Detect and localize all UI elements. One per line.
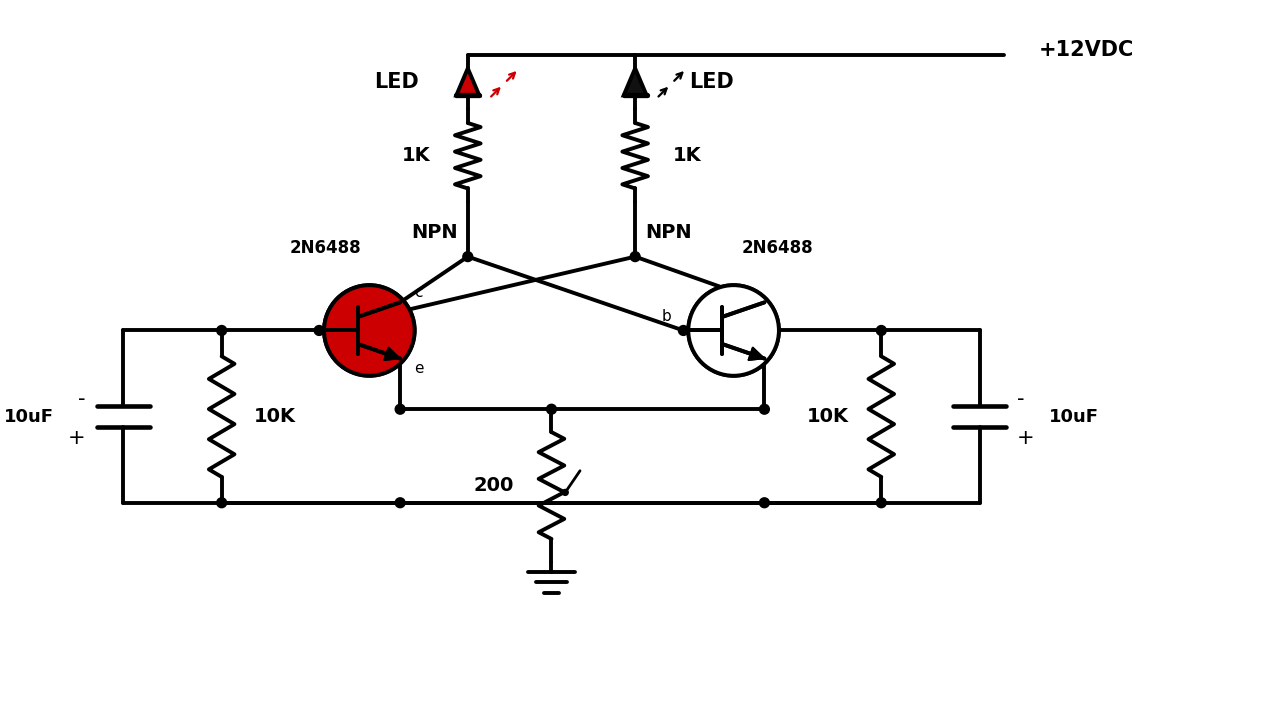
Text: -: - bbox=[78, 389, 86, 409]
Circle shape bbox=[547, 405, 557, 414]
Text: 10uF: 10uF bbox=[4, 408, 54, 426]
Polygon shape bbox=[749, 347, 764, 360]
Circle shape bbox=[562, 490, 568, 495]
Polygon shape bbox=[749, 347, 764, 360]
Circle shape bbox=[396, 498, 404, 508]
Circle shape bbox=[216, 325, 227, 336]
Text: -: - bbox=[1018, 389, 1025, 409]
Text: e: e bbox=[413, 361, 424, 376]
Text: 1K: 1K bbox=[402, 146, 430, 165]
Text: +: + bbox=[1018, 428, 1034, 449]
Text: 200: 200 bbox=[474, 476, 515, 495]
Circle shape bbox=[689, 285, 780, 376]
Text: +: + bbox=[68, 428, 86, 449]
Circle shape bbox=[759, 498, 769, 508]
Text: c: c bbox=[413, 285, 422, 300]
Text: b: b bbox=[333, 309, 343, 324]
Polygon shape bbox=[623, 68, 646, 96]
Text: LED: LED bbox=[374, 72, 419, 92]
Polygon shape bbox=[456, 68, 479, 96]
Text: LED: LED bbox=[690, 72, 733, 92]
Text: 2N6488: 2N6488 bbox=[742, 239, 814, 257]
Polygon shape bbox=[384, 347, 401, 360]
Text: 10K: 10K bbox=[255, 407, 296, 426]
Circle shape bbox=[759, 405, 769, 414]
Text: 10uF: 10uF bbox=[1048, 408, 1098, 426]
Text: NPN: NPN bbox=[411, 222, 458, 241]
Circle shape bbox=[216, 498, 227, 508]
Circle shape bbox=[324, 285, 415, 376]
Circle shape bbox=[630, 252, 640, 261]
Text: NPN: NPN bbox=[645, 222, 691, 241]
Circle shape bbox=[877, 498, 886, 508]
Text: 1K: 1K bbox=[672, 146, 701, 165]
Circle shape bbox=[877, 325, 886, 336]
Circle shape bbox=[314, 325, 324, 336]
Text: 2N6488: 2N6488 bbox=[289, 239, 361, 257]
Text: 10K: 10K bbox=[806, 407, 849, 426]
Polygon shape bbox=[384, 347, 401, 360]
Circle shape bbox=[396, 405, 404, 414]
Circle shape bbox=[463, 252, 472, 261]
Text: +12VDC: +12VDC bbox=[1039, 40, 1134, 60]
Circle shape bbox=[689, 285, 780, 376]
Text: c: c bbox=[739, 285, 746, 300]
Circle shape bbox=[324, 285, 415, 376]
Text: e: e bbox=[737, 361, 746, 376]
Text: b: b bbox=[662, 309, 672, 324]
Circle shape bbox=[678, 325, 689, 336]
